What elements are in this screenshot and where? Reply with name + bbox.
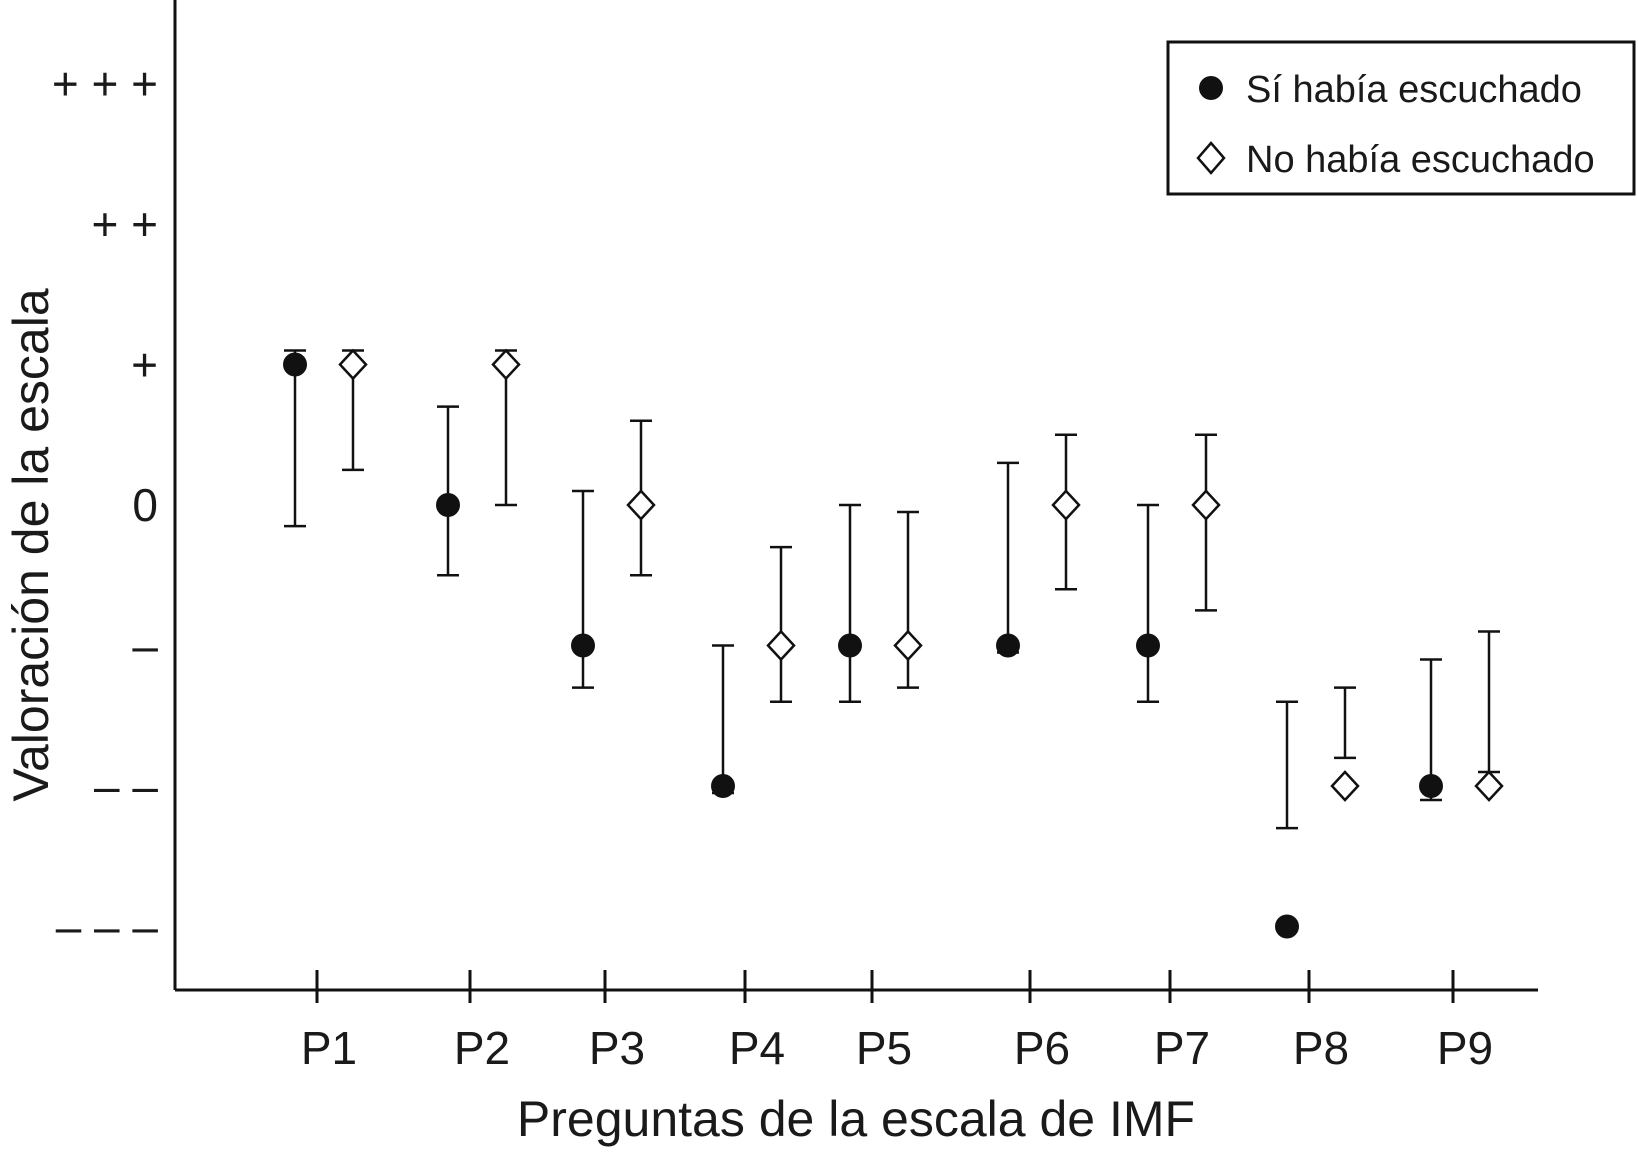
error-bar-no — [770, 545, 792, 703]
data-point-si — [571, 633, 595, 658]
data-point-si — [1275, 914, 1299, 939]
data-point-si — [1136, 633, 1160, 658]
y-tick-label: – – — [94, 760, 158, 812]
data-point-no — [1474, 770, 1504, 802]
x-ticks: P1 P2 P3 P4 P5 P6 P7 P8 P9 — [301, 970, 1493, 1074]
legend-box — [1166, 40, 1636, 196]
data-point-no — [1051, 489, 1081, 521]
error-bar-no — [1195, 433, 1217, 612]
x-tick-label: P1 — [301, 1022, 357, 1074]
error-bar-no — [1334, 686, 1356, 760]
error-bar-no — [1478, 630, 1500, 774]
legend-label-si: Sí había escuchado — [1246, 69, 1582, 111]
error-bar-si — [839, 503, 861, 703]
data-point-no — [766, 629, 796, 662]
error-bar-si — [572, 489, 594, 689]
data-point-si — [436, 493, 460, 517]
y-tick-label: – – – — [56, 901, 159, 953]
y-axis-title: Valoración de la escala — [3, 288, 59, 801]
x-tick-label: P7 — [1154, 1022, 1210, 1074]
legend: Sí había escuchado No había escuchado — [1166, 40, 1636, 196]
y-tick-label: + + — [91, 198, 158, 250]
x-tick-label: P8 — [1293, 1022, 1349, 1074]
x-tick-label: P9 — [1437, 1022, 1493, 1074]
y-tick-label: + — [131, 339, 158, 391]
x-axis-title: Preguntas de la escala de IMF — [517, 1091, 1195, 1147]
error-bar-si — [1276, 700, 1298, 830]
y-tick-label: – — [132, 620, 158, 672]
legend-marker-no — [1196, 141, 1226, 175]
axes — [173, 0, 1538, 992]
data-point-no — [893, 629, 923, 662]
error-bar-si — [1137, 503, 1159, 703]
y-ticks: + + + + + +0 – – – – – – — [52, 58, 159, 953]
legend-marker-si — [1199, 76, 1223, 100]
x-tick-label: P6 — [1014, 1022, 1070, 1074]
data-marks — [283, 348, 1504, 939]
x-tick-label: P2 — [454, 1022, 510, 1074]
error-bar-si — [284, 349, 306, 528]
data-point-no — [491, 348, 521, 381]
data-point-no — [1191, 489, 1221, 521]
data-point-no — [1330, 770, 1360, 802]
data-point-no — [338, 348, 368, 381]
x-tick-label: P5 — [856, 1022, 912, 1074]
data-point-no — [626, 489, 656, 521]
y-tick-label: + + + — [52, 58, 158, 110]
data-point-si — [1419, 774, 1443, 798]
error-bar-si — [997, 461, 1019, 654]
data-point-si — [711, 774, 735, 798]
x-tick-label: P3 — [589, 1022, 645, 1074]
legend-label-no: No había escuchado — [1246, 139, 1595, 181]
error-bar-si — [712, 644, 734, 795]
x-tick-label: P4 — [729, 1022, 785, 1074]
data-point-si — [283, 352, 307, 377]
y-tick-label: 0 — [132, 479, 158, 531]
data-point-si — [996, 633, 1020, 658]
error-bar-si — [437, 405, 459, 577]
data-point-si — [838, 633, 862, 658]
